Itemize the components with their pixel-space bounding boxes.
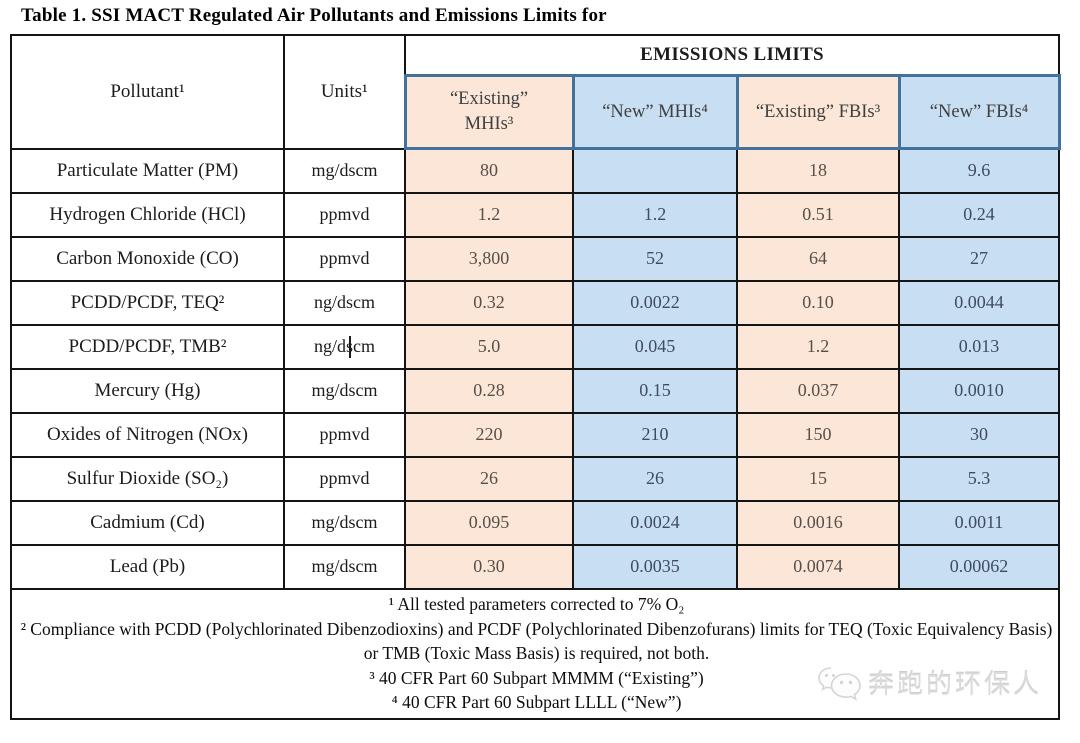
table-row: Lead (Pb) mg/dscm 0.30 0.0035 0.0074 0.00062 [10, 543, 1061, 590]
value-cell: 0.0022 [572, 279, 738, 326]
column-header-existing-mhi: “Existing” MHIs³ [403, 74, 575, 150]
footnote: ¹ All tested parameters corrected to 7% … [388, 594, 685, 615]
units-cell: ng/dscm [283, 279, 406, 326]
footnote: ⁴ 40 CFR Part 60 Subpart LLLL (“New”) [391, 692, 682, 713]
header-row-columns: “Existing” MHIs³ “New” MHIs⁴ “Existing” FB… [11, 74, 1061, 150]
units-text: ng/dscm [314, 292, 375, 312]
pollutant-cell: Mercury (Hg) [10, 367, 285, 414]
value-cell: 0.0074 [736, 543, 900, 590]
units-text: ppmvd [319, 248, 370, 268]
column-header-new-mhi: “New” MHIs⁴ [571, 74, 739, 150]
value-cell: 150 [736, 411, 900, 458]
emissions-limits-header: EMISSIONS LIMITS [403, 34, 1061, 77]
table-row: Oxides of Nitrogen (NOx) ppmvd 220 210 150 30 [10, 411, 1061, 458]
table-row: PCDD/PCDF, TEQ² ng/dscm 0.32 0.0022 0.10 0.00… [10, 279, 1061, 326]
pollutant-cell: Particulate Matter (PM) [10, 147, 285, 194]
pollutant-cell: Lead (Pb) [10, 543, 285, 590]
table-row: Mercury (Hg) mg/dscm 0.28 0.15 0.037 0.0010 [10, 367, 1061, 414]
value-cell: 52 [572, 235, 738, 282]
units-cell: ppmvd [283, 235, 406, 282]
value-cell: 0.0011 [897, 499, 1061, 546]
pollutant-cell: Cadmium (Cd) [10, 499, 285, 546]
pollutant-cell: PCDD/PCDF, TEQ² [10, 279, 285, 326]
value-cell: 1.2 [404, 191, 574, 238]
value-cell: 0.10 [736, 279, 900, 326]
value-cell: 0.28 [404, 367, 574, 414]
value-cell: 26 [572, 455, 738, 502]
value-cell: 15 [736, 455, 900, 502]
value-cell: 64 [736, 235, 900, 282]
value-cell: 0.0035 [572, 543, 738, 590]
value-cell [572, 147, 738, 194]
units-text: mg/dscm [311, 380, 378, 400]
value-cell: 5.0 [404, 323, 574, 370]
value-cell: 0.30 [404, 543, 574, 590]
footnote: ³ 40 CFR Part 60 Subpart MMMM (“Existing… [369, 667, 704, 688]
units-text: ppmvd [319, 424, 370, 444]
value-cell: 0.0024 [572, 499, 738, 546]
pollutant-cell: Carbon Monoxide (CO) [10, 235, 285, 282]
value-cell: 26 [404, 455, 574, 502]
value-cell: 30 [897, 411, 1061, 458]
value-cell: 0.0016 [736, 499, 900, 546]
header-row-top: Pollutant¹ Units¹ EMISSIONS LIMITS [10, 34, 1061, 150]
value-cell: 0.32 [404, 279, 574, 326]
value-cell: 5.3 [897, 455, 1061, 502]
footnotes-cell: ¹ All tested parameters corrected to 7% … [9, 587, 1061, 720]
value-cell: 220 [404, 411, 574, 458]
value-cell: 1.2 [572, 191, 738, 238]
value-cell: 0.0010 [897, 367, 1061, 414]
value-cell: 1.2 [736, 323, 900, 370]
value-cell: 0.24 [897, 191, 1061, 238]
units-cell: ppmvd [283, 191, 406, 238]
table-row: Cadmium (Cd) mg/dscm 0.095 0.0024 0.0016 0.00… [10, 499, 1061, 546]
value-cell: 0.013 [897, 323, 1061, 370]
units-text: mg/dscm [311, 556, 378, 576]
units-cell: mg/dscm [283, 499, 406, 546]
units-text: ppmvd [319, 204, 370, 224]
units-text: ng/dscm [314, 336, 375, 356]
units-cell: ppmvd [283, 411, 406, 458]
table-title: Table 1. SSI MACT Regulated Air Pollutan… [21, 5, 607, 26]
units-cell: mg/dscm [283, 367, 406, 414]
units-cell: ng/dscm [283, 323, 406, 370]
value-cell: 9.6 [897, 147, 1061, 194]
table-row: Hydrogen Chloride (HCl) ppmvd 1.2 1.2 0.51 0.… [10, 191, 1061, 238]
units-text: mg/dscm [311, 160, 378, 180]
footnotes-row: ¹ All tested parameters corrected to 7% … [9, 587, 1061, 720]
table-row: Particulate Matter (PM) mg/dscm 80 18 9.6 [10, 147, 1061, 194]
value-cell: 0.51 [736, 191, 900, 238]
footnote: ² Compliance with PCDD (Polychlorinated … [20, 618, 1053, 664]
value-cell: 210 [572, 411, 738, 458]
units-text: ppmvd [319, 468, 370, 488]
pollutant-column-header: Pollutant¹ [10, 34, 285, 150]
value-cell: 0.0044 [897, 279, 1061, 326]
value-cell: 18 [736, 147, 900, 194]
units-text: mg/dscm [311, 512, 378, 532]
column-header-existing-fbi: “Existing” FBIs³ [735, 74, 901, 150]
text-caret [348, 335, 351, 358]
table-row: Carbon Monoxide (CO) ppmvd 3,800 52 64 27 [10, 235, 1061, 282]
value-cell: 0.00062 [897, 543, 1061, 590]
units-cell: mg/dscm [283, 147, 406, 194]
value-cell: 27 [897, 235, 1061, 282]
table-row: PCDD/PCDF, TMB² ng/dscm 5.0 0.045 1.2 0.013 [10, 323, 1061, 370]
value-cell: 0.037 [736, 367, 900, 414]
value-cell: 0.15 [572, 367, 738, 414]
pollutant-cell: Oxides of Nitrogen (NOx) [10, 411, 285, 458]
units-cell: ppmvd [283, 455, 406, 502]
value-cell: 80 [404, 147, 574, 194]
table-row: Sulfur Dioxide (SO₂) ppmvd 26 26 15 5.3 [10, 455, 1061, 502]
value-cell: 0.045 [572, 323, 738, 370]
footnotes: ¹ All tested parameters corrected to 7% … [13, 592, 1057, 715]
pollutant-cell: PCDD/PCDF, TMB² [10, 323, 285, 370]
column-header-new-fbi: “New” FBIs⁴ [897, 74, 1061, 150]
units-cell: mg/dscm [283, 543, 406, 590]
pollutant-cell: Sulfur Dioxide (SO₂) [10, 455, 285, 502]
value-cell: 0.095 [404, 499, 574, 546]
pollutant-cell: Hydrogen Chloride (HCl) [10, 191, 285, 238]
units-column-header: Units¹ [283, 34, 406, 150]
value-cell: 3,800 [404, 235, 574, 282]
emissions-table: Pollutant¹ Units¹ EMISSIONS LIMITS “Exis… [9, 34, 1061, 720]
